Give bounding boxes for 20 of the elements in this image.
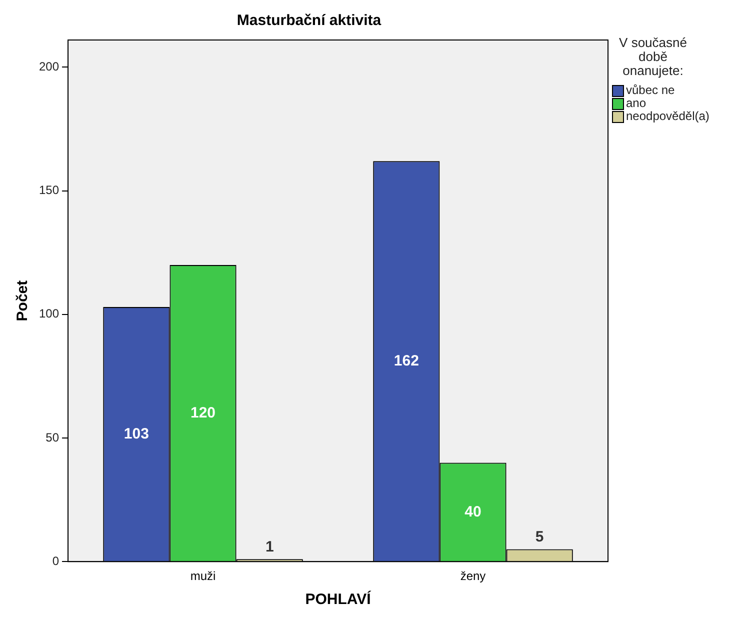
legend-label: vůbec ne (626, 83, 675, 97)
legend-title: V současné době onanujete: (618, 35, 688, 78)
data-label: 5 (535, 528, 544, 546)
x-tick-label: muži (190, 569, 216, 584)
data-label: 40 (464, 503, 482, 520)
y-tick-label: 150 (38, 183, 60, 198)
data-label: 120 (190, 404, 216, 422)
data-label: 103 (124, 425, 149, 442)
chart-title: Masturbační aktivita (236, 12, 382, 30)
y-tick-label: 200 (38, 60, 60, 74)
y-axis-title: Počet (14, 280, 32, 322)
data-label: 162 (394, 352, 419, 370)
y-tick-label: 100 (38, 306, 60, 321)
y-tick-label: 0 (52, 554, 60, 568)
data-label: 1 (265, 538, 274, 556)
legend-label: ano (626, 96, 646, 110)
y-tick-label: 50 (46, 430, 60, 444)
x-tick-label: ženy (460, 569, 486, 584)
legend-label: neodpověděl(a) (626, 109, 710, 123)
x-axis-title: POHLAVÍ (305, 590, 372, 608)
